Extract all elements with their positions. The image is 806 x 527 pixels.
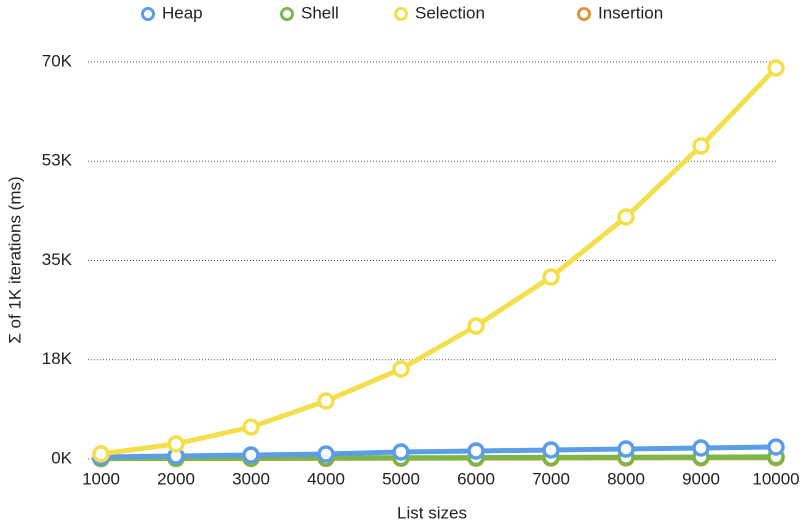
point xyxy=(392,443,410,461)
x-tick-label: 4000 xyxy=(307,469,345,488)
x-tick-label: 3000 xyxy=(232,469,270,488)
x-tick-label: 5000 xyxy=(382,469,420,488)
point xyxy=(317,445,335,463)
y-tick-label: 18K xyxy=(42,349,73,368)
point xyxy=(392,360,410,378)
point xyxy=(542,268,560,286)
legend-label: Insertion xyxy=(598,3,663,22)
point xyxy=(92,445,110,463)
legend-label: Shell xyxy=(301,3,339,22)
point xyxy=(692,137,710,155)
point xyxy=(467,442,485,460)
x-tick-label: 6000 xyxy=(457,469,495,488)
x-tick-label: 10000 xyxy=(752,469,799,488)
line xyxy=(100,444,777,460)
x-tick-label: 1000 xyxy=(82,469,120,488)
y-tick-label: 0K xyxy=(51,448,72,467)
y-axis-label: Σ of 1K iterations (ms) xyxy=(5,176,24,343)
legend-label: Selection xyxy=(415,3,485,22)
x-axis-label: List sizes xyxy=(397,503,467,522)
line xyxy=(100,66,778,457)
x-tick-label: 2000 xyxy=(157,469,195,488)
point xyxy=(467,317,485,335)
y-tick-label: 70K xyxy=(42,51,73,70)
line xyxy=(100,454,777,461)
legend-label: Heap xyxy=(162,3,203,22)
point xyxy=(242,418,260,436)
x-tick-label: 9000 xyxy=(682,469,720,488)
point xyxy=(617,440,635,458)
legend-marker xyxy=(280,7,294,21)
legend-marker xyxy=(577,7,591,21)
point xyxy=(317,392,335,410)
point xyxy=(617,208,635,226)
x-tick-label: 7000 xyxy=(532,469,570,488)
y-tick-label: 35K xyxy=(42,250,73,269)
x-tick-label: 8000 xyxy=(607,469,645,488)
point xyxy=(242,446,260,464)
y-tick-label: 53K xyxy=(42,151,73,170)
point xyxy=(692,439,710,457)
point xyxy=(542,441,560,459)
legend-marker xyxy=(141,7,155,21)
point xyxy=(767,59,785,77)
point xyxy=(167,435,185,453)
point xyxy=(767,438,785,456)
legend-marker xyxy=(394,7,408,21)
